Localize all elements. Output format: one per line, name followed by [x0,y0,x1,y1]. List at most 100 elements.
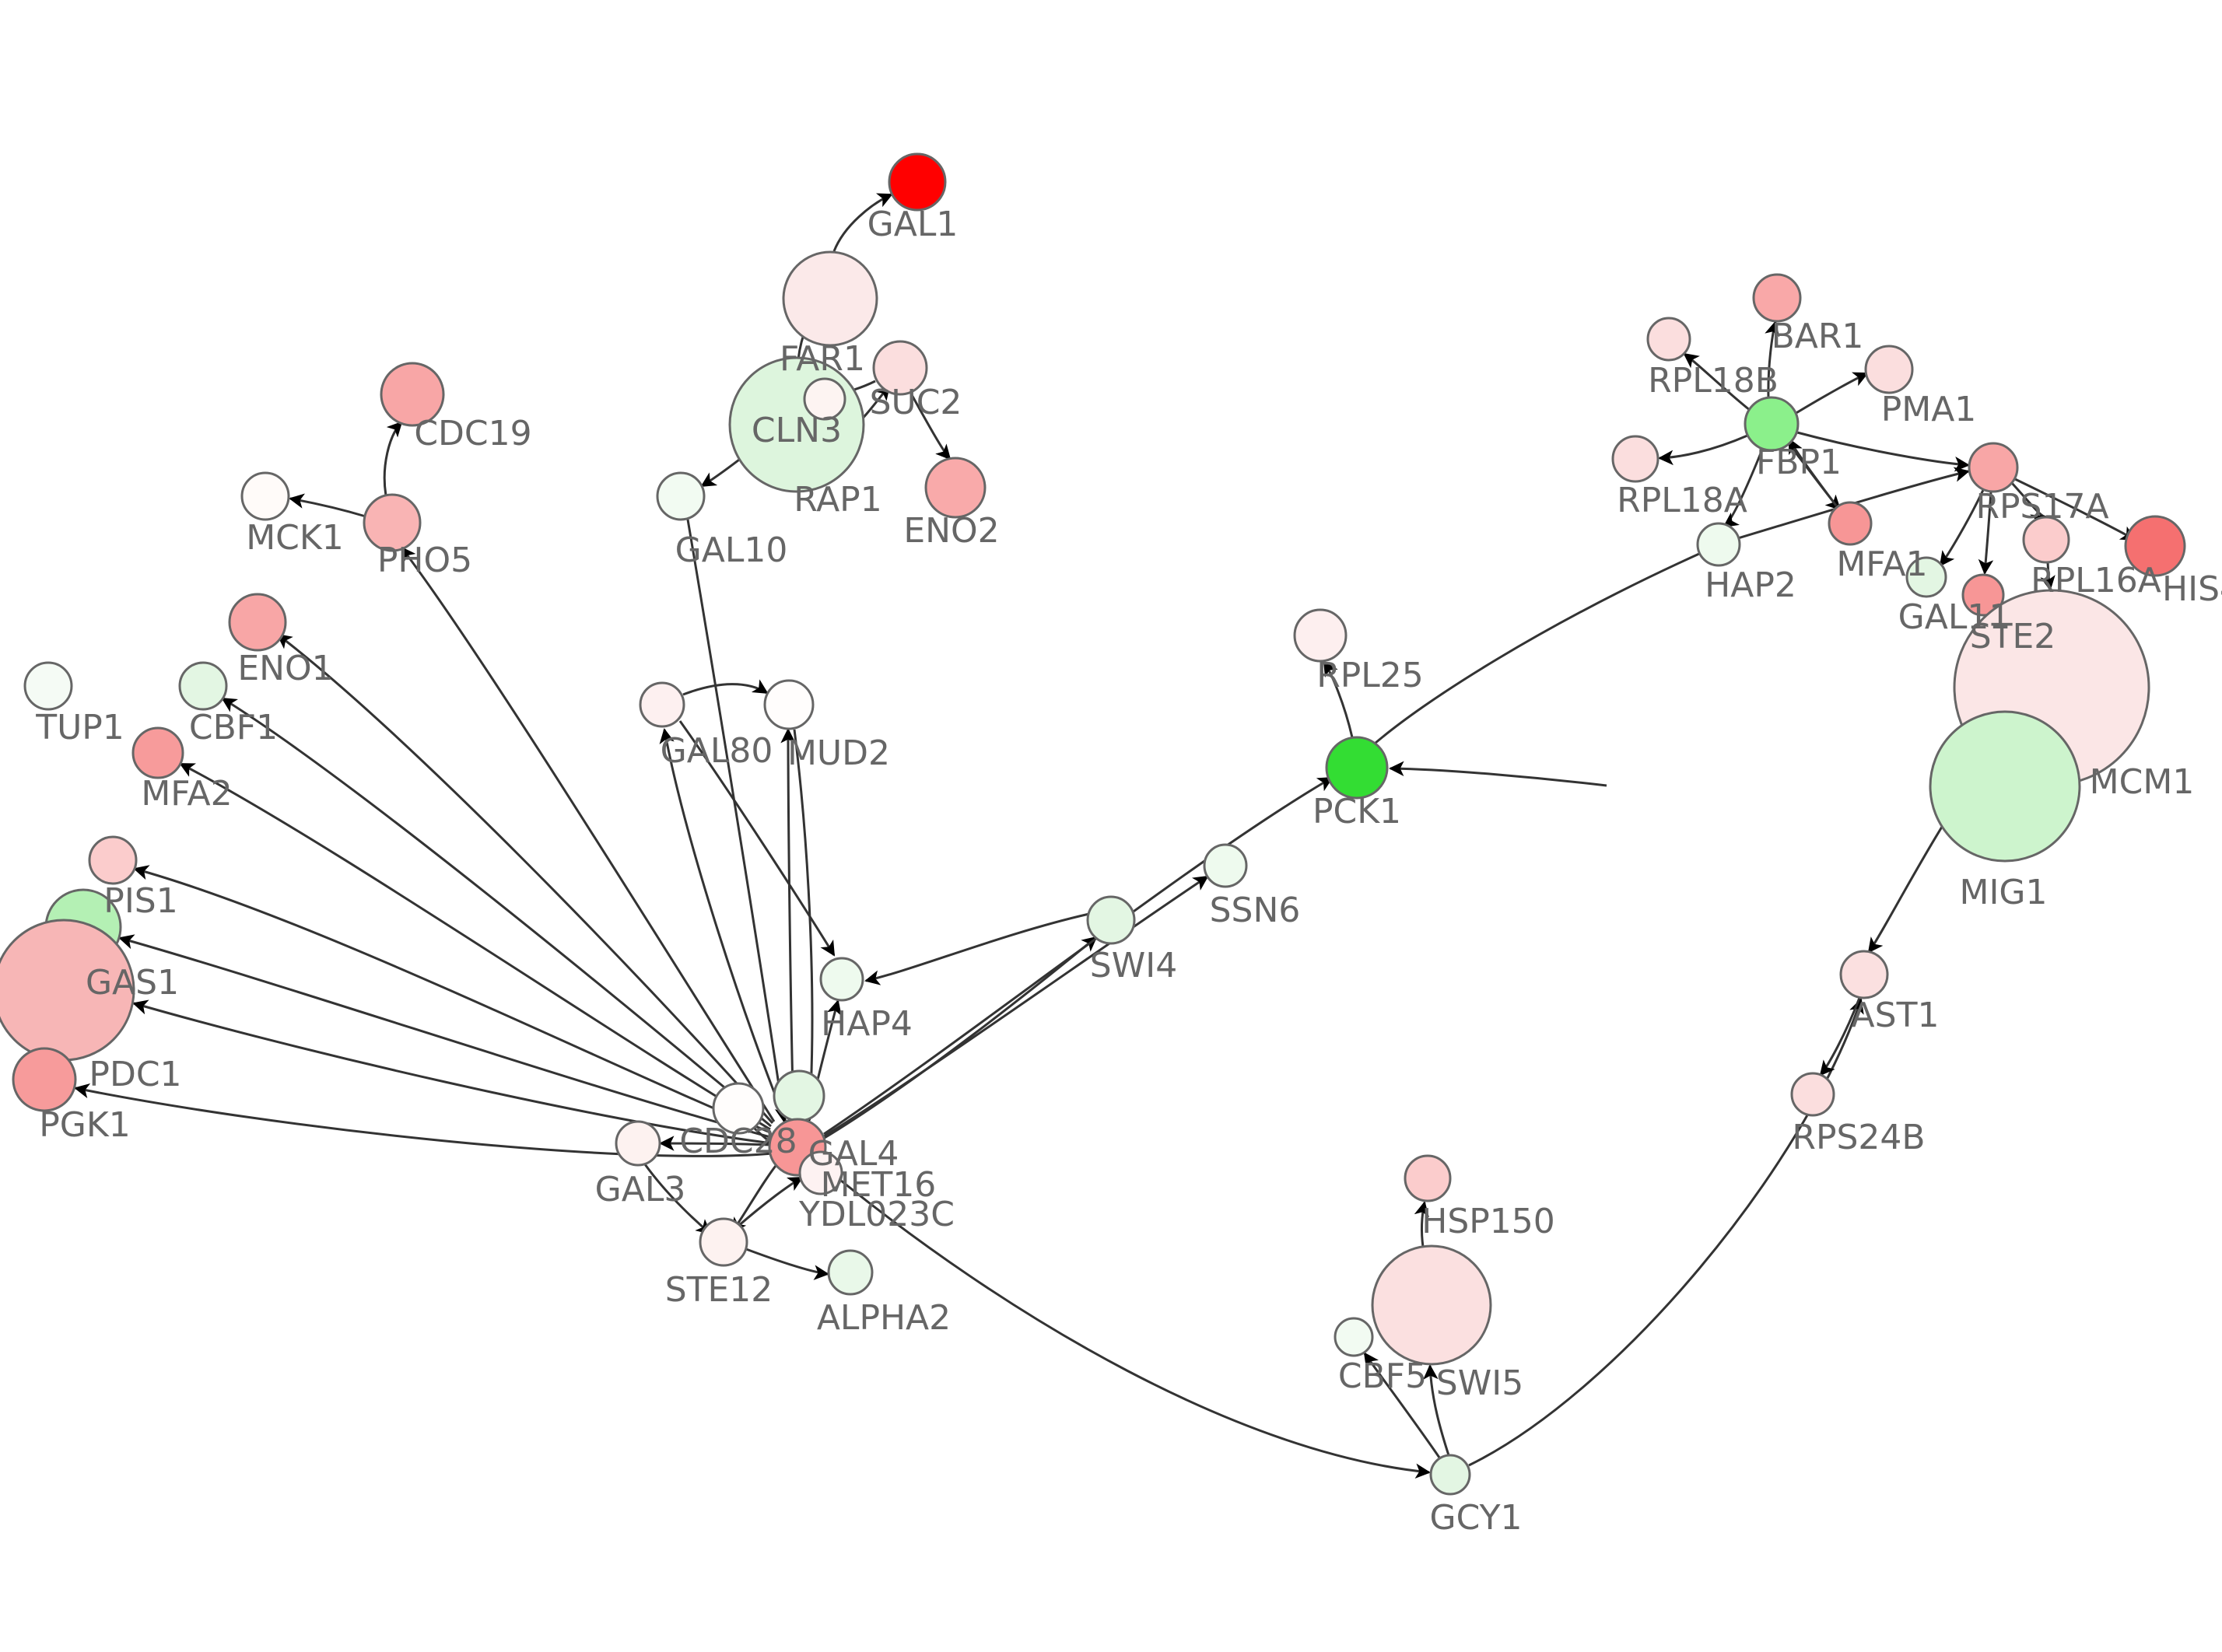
edge-rps17a-to-ste2 [1978,491,1994,575]
edge-rps17a-to-gal11 [1939,489,1985,567]
node-pho5[interactable] [363,493,422,552]
node-mfa1[interactable] [1828,501,1873,546]
node-met16[interactable] [773,1069,825,1122]
edge-gal4-to-pdc1 [132,999,773,1145]
node-label-cdc19: CDC19 [414,414,531,453]
node-label-mcm1: MCM1 [2090,762,2195,802]
node-label-cdc28: CDC28 [679,1122,797,1161]
node-far1[interactable] [782,250,878,347]
edge-suc2-to-eno2 [909,393,952,460]
node-cbf1[interactable] [178,661,228,711]
node-label-cbf1: CBF1 [189,708,278,747]
node-label-gal3: GAL3 [595,1170,686,1209]
node-label-pma1: PMA1 [1881,390,1977,429]
node-label-rps24b: RPS24B [1792,1118,1925,1157]
node-tup1[interactable] [23,661,73,711]
node-label-alpha2: ALPHA2 [817,1298,951,1338]
node-mck1[interactable] [240,471,290,521]
node-rpl18b[interactable] [1646,317,1691,362]
node-label-his4: HIS4 [2162,569,2222,609]
node-swi5[interactable] [1371,1244,1492,1366]
node-suc2[interactable] [872,340,928,396]
node-alpha2[interactable] [827,1249,874,1296]
node-eno1[interactable] [228,593,287,652]
edge-gcy1-to-cbf5 [1363,1352,1441,1458]
edge-pho5-to-cdc19 [383,421,403,496]
node-label-gal1: GAL1 [867,205,959,244]
node-rpl16a[interactable] [2022,516,2070,564]
node-label-eno2: ENO2 [903,511,999,551]
node-mig1[interactable] [1929,710,2081,863]
node-label-hap2: HAP2 [1705,565,1796,605]
node-ssn6[interactable] [1203,843,1248,888]
node-gcy1[interactable] [1429,1454,1471,1496]
node-rpl25[interactable] [1293,608,1348,663]
edge-gal80-to-mud2 [682,679,769,696]
node-mfa2[interactable] [131,726,184,779]
edge-far1-to-gal1 [832,193,893,252]
edge-fbp1-to-rpl18b [1683,352,1751,412]
node-label-gal11: GAL11 [1898,597,2011,637]
node-hap2[interactable] [1696,522,1741,567]
node-rpl18a[interactable] [1611,435,1659,483]
edge-gal4-to-gas1 [118,934,771,1139]
node-label-swi4: SWI4 [1090,946,1177,985]
node-ast1[interactable] [1839,950,1889,999]
node-label-pck1: PCK1 [1313,792,1401,831]
node-ste2[interactable] [1961,573,2005,617]
node-pck1[interactable] [1325,736,1389,800]
node-ydl023c[interactable] [798,1150,843,1195]
edge-rpl16a-to-mcm1 [2040,562,2056,591]
edge-gal80-to-hap4 [678,720,836,957]
node-label-hap4: HAP4 [821,1004,913,1044]
node-label-ste2: STE2 [1970,617,2056,656]
node-label-gal10: GAL10 [675,530,788,570]
node-his4[interactable] [2124,515,2186,577]
edge-swi4-to-hap4 [864,912,1090,985]
node-label-rps17a: RPS17A [1975,487,2108,527]
node-gal1[interactable] [888,152,947,212]
node-label-ssn6: SSN6 [1210,891,1301,930]
node-cdc19[interactable] [380,362,445,427]
node-cbf5[interactable] [1334,1317,1374,1357]
node-bar1[interactable] [1752,273,1802,323]
node-pma1[interactable] [1864,345,1914,394]
edge-gal4-to-gcy1 [818,1161,1431,1479]
edge-gal4-to-mud2 [780,728,796,1120]
edge-swi5-to-hsp150 [1414,1201,1429,1248]
node-cdc28[interactable] [712,1082,765,1135]
edge-pck1-to-rpl25 [1323,660,1354,738]
edge-fbp1-to-rpl18a [1658,434,1748,466]
node-label-ste12: STE12 [665,1270,773,1310]
edge-gal4-to-pgk1 [74,1083,773,1157]
node-gal10[interactable] [656,471,706,521]
edge-fbp1-to-hap2 [1723,449,1764,528]
edge-gal4-to-cbf1 [221,697,772,1128]
node-rps24b[interactable] [1790,1072,1835,1117]
node-pgk1[interactable] [12,1047,77,1112]
node-rps17a[interactable] [1968,442,2019,493]
edge-gal4-to-pck1 [823,776,1334,1136]
node-pis1[interactable] [88,835,138,885]
node-label-tup1: TUP1 [35,708,124,747]
edge-fbp1-to-rps17a [1796,431,1970,472]
edge-fbp1-to-pma1 [1794,372,1869,415]
nodes-layer [0,152,2186,1496]
node-label-mck1: MCK1 [246,518,344,558]
node-eno2[interactable] [924,457,987,519]
node-mud2[interactable] [763,679,815,730]
node-hsp150[interactable] [1404,1154,1452,1202]
node-swi4[interactable] [1086,895,1136,945]
edge-gal4-to-pho5 [400,546,776,1122]
node-label-mig1: MIG1 [1959,873,2047,912]
node-hap4[interactable] [819,957,864,1002]
node-rap1[interactable] [803,377,846,421]
edge-hap2-to-rps17a [1737,467,1970,540]
node-ste12[interactable] [699,1217,748,1267]
node-gal3[interactable] [615,1120,661,1167]
node-label-pis1: PIS1 [103,881,177,921]
node-fbp1[interactable] [1744,396,1800,452]
node-gal80[interactable] [639,681,685,728]
node-gal11[interactable] [1905,556,1947,598]
